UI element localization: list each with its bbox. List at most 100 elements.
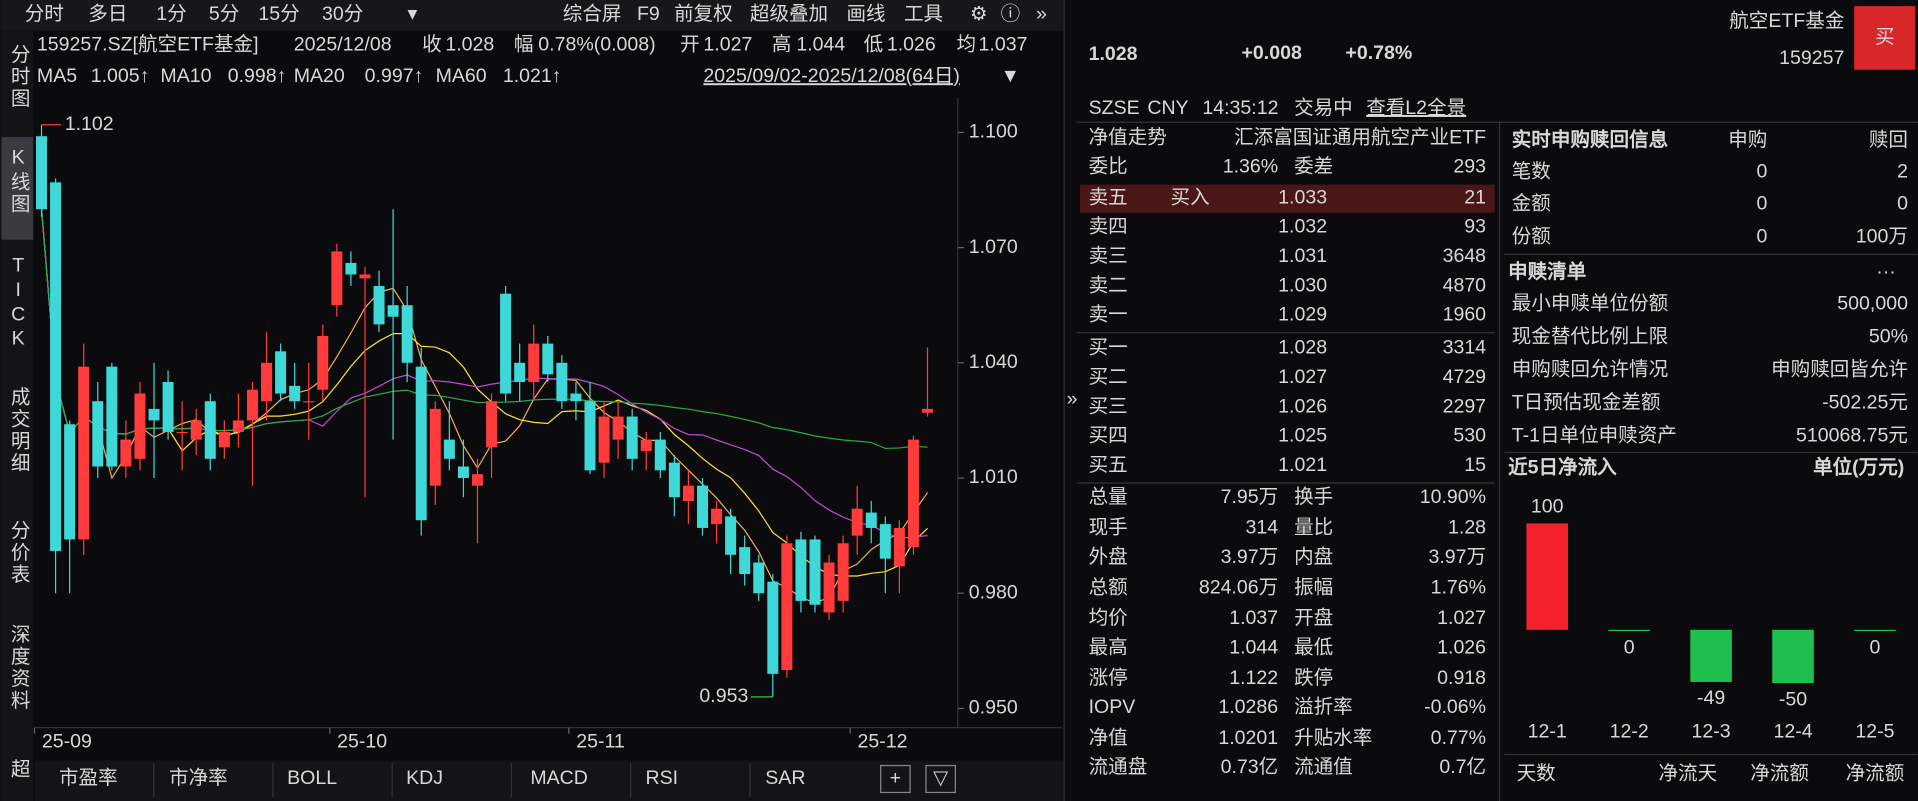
l2-link[interactable]: 查看L2全景	[1366, 97, 1466, 119]
stat-value: 293	[1453, 156, 1486, 178]
candle-body	[162, 382, 174, 432]
candle-body	[500, 293, 512, 394]
quote-value: 1.037	[979, 33, 1028, 55]
quote-value: 1.027	[703, 33, 752, 55]
ma-label: MA20	[294, 65, 345, 87]
change-pct: +0.78%	[1345, 42, 1412, 64]
add-tab-icon[interactable]	[880, 764, 911, 794]
stat-value: 1.037	[1229, 607, 1278, 629]
tool-button[interactable]: F9	[637, 3, 660, 25]
stat-value: 314	[1246, 516, 1279, 538]
flow-bar	[1526, 523, 1569, 630]
sub-value: 100万	[1856, 225, 1908, 247]
period-tab[interactable]: 多日	[88, 3, 127, 25]
indicator-tab[interactable]: 市盈率	[59, 767, 118, 789]
more-icon[interactable]: ▾	[407, 3, 417, 25]
menu-tab-symbol[interactable]: ▽	[933, 767, 948, 789]
flow-value: 0	[1624, 636, 1635, 658]
more-button[interactable]: ···	[1876, 261, 1896, 283]
book-price: 1.031	[1278, 245, 1327, 267]
quote-value: 1.026	[887, 33, 936, 55]
collapse-icon[interactable]: »	[1036, 3, 1047, 25]
ma-label: MA10	[160, 65, 211, 87]
selected-row-bg	[1080, 184, 1495, 213]
candle-body	[767, 581, 779, 674]
expand-icon[interactable]: »	[1067, 388, 1078, 410]
sub-label: 笔数	[1512, 161, 1551, 183]
book-volume: 4870	[1443, 274, 1487, 296]
indicator-tab[interactable]: MACD	[530, 767, 588, 789]
candle-body	[696, 485, 708, 528]
book-level: 卖三	[1089, 245, 1128, 267]
candle-body	[711, 508, 723, 525]
stat-label: 开盘	[1294, 607, 1333, 629]
book-level: 买四	[1089, 425, 1128, 447]
candle-body	[218, 431, 230, 448]
y-tick-label: 1.100	[969, 121, 1018, 143]
indicator-tab[interactable]: RSI	[646, 767, 679, 789]
candle-body	[317, 335, 329, 390]
quote-label: 高	[772, 33, 792, 55]
buy-button-bg[interactable]	[1854, 6, 1916, 70]
candle-body	[542, 343, 554, 375]
book-volume: 21	[1464, 186, 1486, 208]
stat-value: 1.36%	[1223, 156, 1278, 178]
help-icon[interactable]: ⓘ	[1001, 3, 1021, 25]
section-title: 实时申购赎回信息	[1512, 128, 1668, 151]
period-tab[interactable]: 15分	[258, 3, 299, 25]
tool-button[interactable]: 工具	[904, 3, 943, 25]
buy-button[interactable]: 买	[1875, 26, 1895, 48]
quote-label: 幅	[514, 33, 534, 55]
menu-tab-icon[interactable]	[925, 764, 956, 794]
tool-button[interactable]: 综合屏	[563, 3, 622, 25]
stat-value: 1.027	[1437, 607, 1486, 629]
candle-body	[809, 539, 821, 605]
y-tick-label: 1.070	[969, 236, 1018, 258]
stat-value: 3.97万	[1221, 546, 1279, 568]
settings-icon[interactable]: ⚙	[970, 3, 988, 25]
candle-body	[457, 466, 469, 479]
indicator-tab[interactable]: 市净率	[169, 767, 228, 789]
side-tab[interactable]: TICK	[7, 254, 29, 352]
candle-body	[865, 512, 877, 528]
sub-value: 2	[1897, 161, 1908, 183]
indicator-tab[interactable]: KDJ	[406, 767, 443, 789]
stat-value: 7.95万	[1221, 486, 1279, 508]
tool-button[interactable]: 前复权	[674, 3, 733, 25]
candle-body	[148, 408, 160, 421]
side-tab[interactable]: 超	[7, 758, 30, 780]
tool-button[interactable]: 画线	[847, 3, 886, 25]
candle-body	[134, 393, 146, 459]
date-range[interactable]: 2025/09/02-2025/12/08(64日)	[703, 65, 959, 87]
flow-bar	[1772, 629, 1814, 683]
book-level: 卖二	[1089, 274, 1128, 296]
tool-button[interactable]: 超级叠加	[750, 3, 828, 25]
stat-value: 824.06万	[1199, 576, 1278, 598]
period-tab[interactable]: 1分	[156, 3, 186, 25]
flow-category: 12-4	[1773, 721, 1812, 743]
side-tab[interactable]: 分价表	[7, 520, 30, 586]
indicator-tab[interactable]: SAR	[765, 767, 805, 789]
book-price: 1.030	[1278, 274, 1327, 296]
stat-label: 振幅	[1294, 576, 1333, 598]
period-tab[interactable]: 30分	[322, 3, 363, 25]
fund-code: 159257	[1779, 47, 1844, 69]
book-price: 1.021	[1278, 454, 1327, 476]
side-tab[interactable]: 成交明细	[7, 386, 30, 474]
side-tab[interactable]: 分时图	[7, 44, 30, 110]
candle-body	[598, 416, 610, 463]
add-tab-symbol[interactable]: +	[890, 767, 901, 789]
stat-label: 涨停	[1089, 667, 1128, 689]
buy-hint[interactable]: 买入	[1171, 186, 1210, 208]
book-level: 卖一	[1089, 304, 1128, 326]
period-tab[interactable]: 分时	[25, 3, 64, 25]
stat-value: 0.7亿	[1439, 756, 1486, 778]
side-tab[interactable]: K线图	[7, 147, 30, 215]
side-tab[interactable]: 深度资料	[7, 624, 30, 712]
range-dropdown[interactable]: ▼	[1001, 65, 1020, 87]
candle-body	[612, 416, 624, 440]
period-tab[interactable]: 5分	[209, 3, 239, 25]
active-tab-bg	[1, 136, 34, 240]
stat-label: 现手	[1089, 516, 1128, 538]
indicator-tab[interactable]: BOLL	[287, 767, 337, 789]
